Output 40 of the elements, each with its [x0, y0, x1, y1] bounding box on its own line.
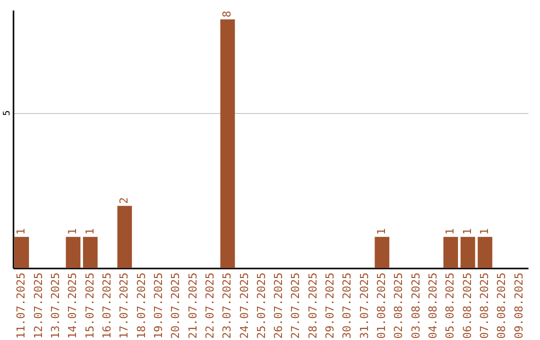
data-label: 1	[14, 228, 28, 235]
data-label: 1	[460, 228, 474, 235]
x-tick-label: 19.07.2025	[152, 272, 165, 339]
x-tick-label: 18.07.2025	[134, 272, 148, 339]
x-tick-label: 11.07.2025	[14, 272, 28, 339]
x-tick-label: 13.07.2025	[48, 272, 62, 339]
x-tick-label: 21.07.2025	[186, 272, 200, 339]
x-tick-label: 01.08.2025	[375, 272, 388, 339]
x-tick-label: 03.08.2025	[409, 272, 422, 339]
x-tick-label: 22.07.2025	[203, 272, 216, 339]
x-tick-label: 31.07.2025	[358, 272, 371, 339]
x-tick-label: 20.07.2025	[169, 272, 182, 339]
x-tick-label: 23.07.2025	[220, 272, 234, 339]
data-label: 1	[66, 228, 80, 235]
x-tick-label: 07.08.2025	[478, 272, 492, 339]
x-tick-label: 02.08.2025	[392, 272, 406, 339]
x-tick-label: 04.08.2025	[426, 272, 440, 339]
data-label: 2	[118, 197, 131, 204]
x-tick-label: 05.08.2025	[444, 272, 457, 339]
x-tick-label: 26.07.2025	[272, 272, 286, 339]
data-label: 1	[444, 228, 457, 235]
x-tick-label: 06.08.2025	[460, 272, 474, 339]
x-tick-label: 09.08.2025	[512, 272, 526, 339]
data-label: 1	[375, 228, 388, 235]
x-tick-label: 30.07.2025	[340, 272, 354, 339]
x-tick-label: 15.07.2025	[83, 272, 96, 339]
x-tick-label: 28.07.2025	[306, 272, 320, 339]
x-tick-label: 25.07.2025	[254, 272, 268, 339]
data-label: 8	[220, 10, 234, 18]
x-tick-label: 12.07.2025	[32, 272, 45, 339]
data-label: 1	[83, 228, 96, 235]
x-tick-label: 16.07.2025	[100, 272, 114, 339]
y-tick-label: 5	[2, 110, 12, 116]
x-tick-label: 29.07.2025	[324, 272, 337, 339]
data-label: 1	[478, 228, 492, 235]
x-tick-label: 17.07.2025	[118, 272, 131, 339]
x-tick-label: 08.08.2025	[495, 272, 508, 339]
x-tick-label: 24.07.2025	[238, 272, 251, 339]
x-tick-label: 14.07.2025	[66, 272, 80, 339]
x-tick-label: 27.07.2025	[289, 272, 302, 339]
